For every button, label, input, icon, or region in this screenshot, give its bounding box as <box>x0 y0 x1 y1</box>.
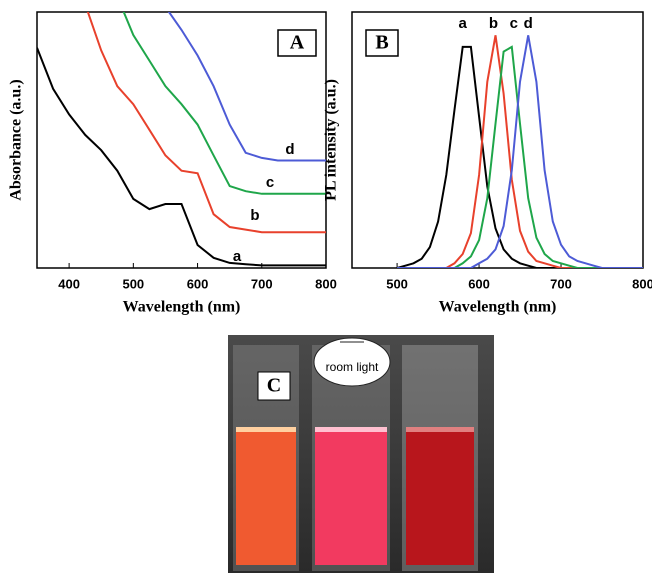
x-tick-label: 600 <box>187 276 209 291</box>
panel-label: C <box>267 375 281 397</box>
series-label: b <box>489 15 498 32</box>
series-label: d <box>524 15 533 32</box>
cuvette-liquid <box>315 430 387 565</box>
x-tick-label: 600 <box>468 276 490 291</box>
caption: room light <box>326 360 379 374</box>
x-tick-label: 500 <box>386 276 408 291</box>
y-axis-label: PL intensity (a.u.) <box>323 79 340 201</box>
series-label: d <box>285 141 294 158</box>
series-group <box>396 35 643 268</box>
plot-frame <box>351 11 644 269</box>
series-line <box>397 45 643 268</box>
series-label: a <box>233 248 242 265</box>
x-tick-label: 700 <box>550 276 572 291</box>
panel-box <box>277 29 317 57</box>
series-line <box>37 47 326 267</box>
meniscus <box>315 427 387 432</box>
x-axis-label: Wavelength (nm) <box>123 299 241 316</box>
panel-label: B <box>375 32 388 54</box>
y-axis-label: Absorbance (a.u.) <box>8 79 25 200</box>
series-line <box>397 35 643 268</box>
cuvette-liquid <box>406 430 474 565</box>
series-line <box>86 12 326 234</box>
series-label: c <box>266 174 274 191</box>
x-tick-label: 400 <box>58 276 80 291</box>
series-label: b <box>250 207 259 224</box>
panel-box <box>365 29 399 57</box>
photo: room light C <box>228 335 494 573</box>
series-line <box>397 35 643 268</box>
series-label: c <box>510 15 518 32</box>
x-axis-label: Wavelength (nm) <box>439 299 557 316</box>
meniscus <box>406 427 474 432</box>
series-line <box>167 12 326 162</box>
series-label: a <box>458 15 467 32</box>
plot-frame <box>36 11 327 269</box>
x-tick-label: 800 <box>315 276 337 291</box>
series-line <box>396 45 643 268</box>
cuvette-liquid <box>236 430 296 565</box>
x-tick-label: 700 <box>251 276 273 291</box>
x-tick-label: 500 <box>122 276 144 291</box>
x-tick-label: 800 <box>632 276 652 291</box>
meniscus <box>236 427 296 432</box>
series-line <box>122 12 326 195</box>
series-group <box>37 12 326 267</box>
panel-label: A <box>290 32 305 54</box>
panel-box <box>257 371 291 401</box>
lamp <box>313 337 391 387</box>
